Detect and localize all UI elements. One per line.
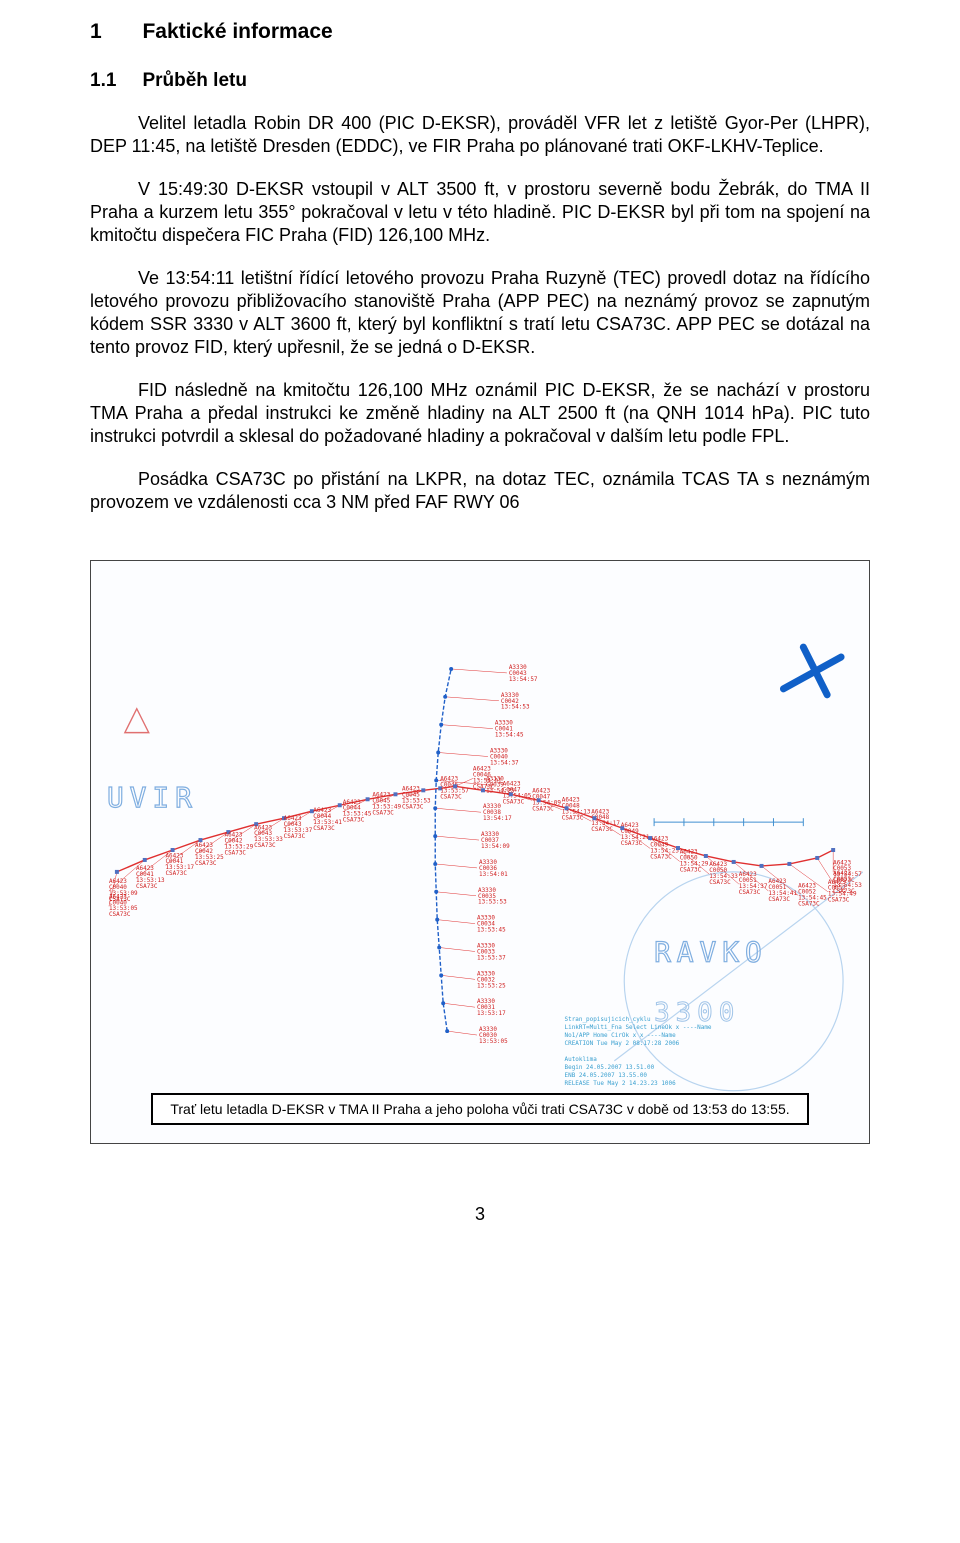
svg-text:Stran_popisujicich_cyklu: Stran_popisujicich_cyklu [565, 1017, 651, 1024]
svg-text:13:54:09: 13:54:09 [481, 843, 510, 850]
svg-text:LinkRT=Multi_Fna Select L: LinkRT=Multi_Fna Select LineOk x ----Nam… [565, 1025, 712, 1032]
svg-text:RELEASE Tue May 2 14.23.23 10: RELEASE Tue May 2 14.23.23 1006 [565, 1080, 677, 1087]
section-title: Faktické informace [142, 20, 332, 44]
svg-text:13:53:05: 13:53:05 [479, 1038, 508, 1045]
figure: UVIRRAVKO3300A6423C004013:53:05CSA73CA64… [90, 560, 870, 1144]
radar-plot: UVIRRAVKO3300A6423C004013:53:05CSA73CA64… [97, 567, 863, 1137]
svg-text:CSA73C: CSA73C [532, 806, 554, 813]
subsection-title: Průběh letu [142, 70, 247, 92]
svg-text:13:53:37: 13:53:37 [477, 955, 506, 962]
svg-text:CSA73C: CSA73C [109, 896, 131, 903]
svg-text:CSA73C: CSA73C [284, 833, 306, 840]
svg-text:CREATION Tue May 2 08:17:28 2: CREATION Tue May 2 08:17:28 2006 [565, 1040, 680, 1047]
svg-text:13:53:17: 13:53:17 [477, 1011, 506, 1018]
svg-text:13:54:53: 13:54:53 [501, 704, 530, 711]
paragraph-2: V 15:49:30 D-EKSR vstoupil v ALT 3500 ft… [90, 178, 870, 247]
svg-text:CSA73C: CSA73C [828, 897, 850, 904]
subsection-heading: 1.1 Průběh letu [90, 70, 870, 92]
svg-text:CSA73C: CSA73C [136, 884, 158, 891]
svg-text:ENB 24.05.2007 13.55.00: ENB 24.05.2007 13.55.00 [565, 1072, 648, 1079]
svg-text:13:53:53: 13:53:53 [478, 899, 507, 906]
svg-text:UVIR: UVIR [107, 782, 198, 815]
svg-text:CSA73C: CSA73C [109, 912, 131, 919]
svg-text:No1/APP Home: No1/APP Home CirOk x x ----Name [565, 1032, 677, 1039]
paragraph-5: Posádka CSA73C po přistání na LKPR, na d… [90, 468, 870, 514]
svg-text:CSA73C: CSA73C [225, 850, 247, 857]
subsection-number: 1.1 [90, 70, 138, 92]
svg-text:CSA73C: CSA73C [402, 804, 424, 811]
svg-text:13:54:45: 13:54:45 [495, 732, 524, 739]
svg-text:13:53:45: 13:53:45 [477, 927, 506, 934]
svg-text:13:54:01: 13:54:01 [479, 871, 508, 878]
svg-text:CSA73C: CSA73C [833, 878, 855, 885]
svg-text:CSA73C: CSA73C [798, 901, 820, 908]
svg-text:CSA73C: CSA73C [372, 810, 394, 817]
paragraph-4: FID následně na kmitočtu 126,100 MHz ozn… [90, 379, 870, 448]
svg-text:CSA73C: CSA73C [739, 889, 761, 896]
section-heading: 1 Faktické informace [90, 20, 870, 44]
page: 1 Faktické informace 1.1 Průběh letu Vel… [0, 0, 960, 1265]
svg-text:CSA73C: CSA73C [680, 867, 702, 874]
svg-text:CSA73C: CSA73C [650, 854, 672, 861]
svg-text:CSA73C: CSA73C [591, 827, 613, 834]
svg-text:CSA73C: CSA73C [313, 825, 335, 832]
svg-text:CSA73C: CSA73C [833, 888, 855, 895]
svg-text:CSA73C: CSA73C [195, 860, 217, 867]
svg-text:RAVKO: RAVKO [654, 936, 768, 969]
page-number: 3 [90, 1204, 870, 1225]
figure-caption: Trať letu letadla D-EKSR v TMA II Praha … [170, 1101, 789, 1117]
svg-text:Autoklima: Autoklima [565, 1056, 598, 1063]
svg-text:13:53:25: 13:53:25 [477, 983, 506, 990]
svg-text:Begin 24.05.2007 13.51.00: Begin 24.05.2007 13.51.00 [565, 1064, 655, 1071]
svg-text:CSA73C: CSA73C [503, 799, 525, 806]
svg-text:13:54:17: 13:54:17 [483, 816, 512, 823]
svg-text:CSA73C: CSA73C [254, 843, 276, 850]
figure-caption-box: Trať letu letadla D-EKSR v TMA II Praha … [151, 1093, 809, 1125]
svg-text:CSA73C: CSA73C [768, 896, 790, 903]
section-number: 1 [90, 20, 138, 44]
svg-text:CSA73C: CSA73C [343, 817, 365, 824]
svg-text:CSA73C: CSA73C [621, 841, 643, 848]
svg-text:CSA73C: CSA73C [440, 794, 462, 801]
svg-text:13:54:37: 13:54:37 [490, 760, 519, 767]
paragraph-3: Ve 13:54:11 letištní řídící letového pro… [90, 267, 870, 359]
svg-text:13:54:57: 13:54:57 [509, 676, 538, 683]
svg-text:CSA73C: CSA73C [709, 880, 731, 887]
svg-text:13:54:25: 13:54:25 [486, 788, 515, 795]
svg-text:CSA73C: CSA73C [165, 871, 187, 878]
paragraph-1: Velitel letadla Robin DR 400 (PIC D-EKSR… [90, 112, 870, 158]
